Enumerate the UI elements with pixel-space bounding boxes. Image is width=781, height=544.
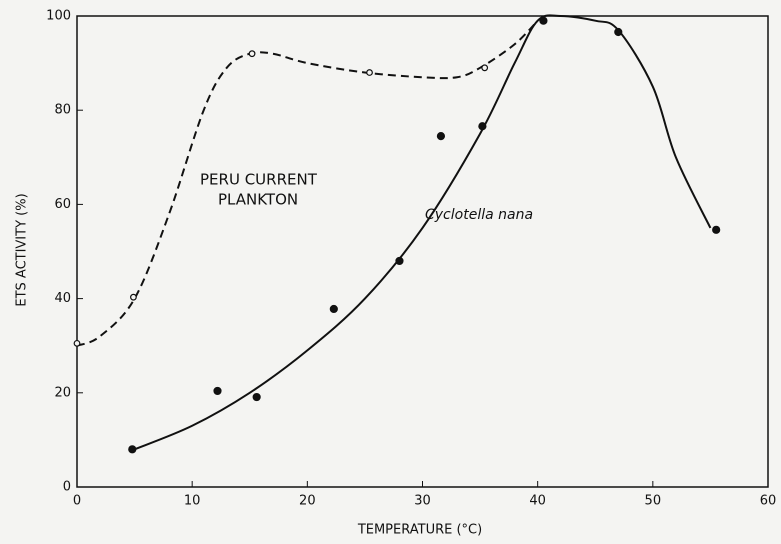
annotation: Cyclotella nana bbox=[425, 207, 533, 223]
x-tick-label: 40 bbox=[529, 494, 546, 509]
fit-curve bbox=[76, 20, 539, 347]
data-point bbox=[395, 256, 404, 266]
y-tick-label: 80 bbox=[54, 103, 71, 118]
data-point bbox=[130, 293, 137, 301]
plot-frame bbox=[76, 15, 769, 488]
x-tick-label: 20 bbox=[299, 494, 316, 509]
x-tick-label: 50 bbox=[645, 494, 662, 509]
y-tick-label: 0 bbox=[63, 480, 71, 495]
data-point bbox=[329, 304, 338, 314]
data-point bbox=[248, 50, 256, 58]
data-point bbox=[252, 392, 261, 402]
data-point bbox=[213, 386, 222, 396]
data-point bbox=[614, 27, 623, 37]
annotation: PLANKTON bbox=[218, 191, 298, 209]
data-point bbox=[73, 339, 81, 347]
x-axis-label: TEMPERATURE (°C) bbox=[357, 523, 482, 538]
y-tick-label: 60 bbox=[54, 197, 71, 212]
data-point bbox=[539, 16, 548, 25]
x-tick-label: 60 bbox=[760, 494, 777, 509]
x-tick-label: 10 bbox=[184, 494, 201, 509]
data-point bbox=[478, 122, 487, 131]
x-tick-label: 30 bbox=[414, 494, 431, 509]
y-tick-label: 100 bbox=[46, 9, 71, 24]
y-tick-label: 20 bbox=[54, 385, 71, 400]
fit-curve bbox=[134, 14, 712, 451]
data-point bbox=[481, 64, 489, 72]
y-axis-label: ETS ACTIVITY (%) bbox=[15, 193, 30, 306]
data-point bbox=[436, 132, 446, 141]
x-tick-label: 0 bbox=[73, 494, 81, 509]
data-point bbox=[128, 445, 137, 454]
data-point bbox=[712, 225, 721, 234]
annotation: PERU CURRENT bbox=[200, 171, 318, 189]
data-point bbox=[366, 69, 373, 76]
y-tick-label: 40 bbox=[54, 291, 71, 306]
